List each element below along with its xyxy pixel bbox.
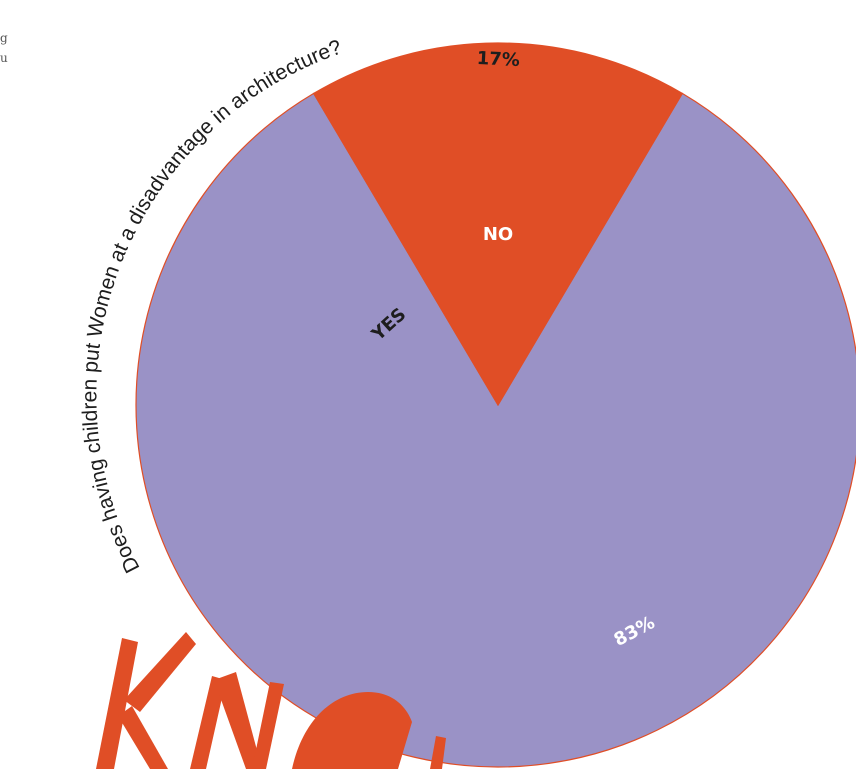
slice-label-no: NO xyxy=(483,224,513,245)
logo-stroke-n1 xyxy=(190,676,226,769)
pie-slice-yes xyxy=(135,92,856,768)
margin-fragment-1: g xyxy=(0,31,8,45)
logo-stroke-l xyxy=(430,736,446,769)
logo-stroke-k3 xyxy=(118,706,168,769)
knowledge-logo-graphic xyxy=(96,632,446,769)
pie-slices xyxy=(135,42,856,768)
slice-value-no: 17% xyxy=(476,48,520,71)
logo-shape-o xyxy=(292,692,412,769)
logo-stroke-k1 xyxy=(96,638,138,769)
logo-stroke-n3 xyxy=(252,682,284,769)
margin-fragment-2: u xyxy=(0,51,8,65)
logo-stroke-k2 xyxy=(124,632,196,712)
logo-stroke-n2 xyxy=(214,672,262,769)
pie-slice-no xyxy=(312,42,684,407)
